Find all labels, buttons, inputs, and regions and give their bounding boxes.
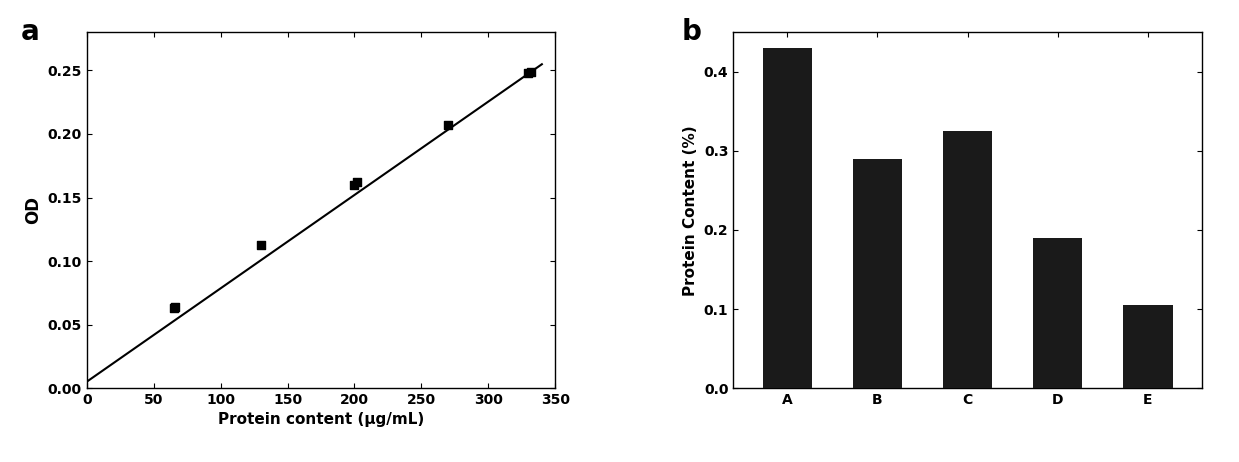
Point <box>347 179 367 186</box>
Point <box>165 303 185 310</box>
X-axis label: Protein content (μg/mL): Protein content (μg/mL) <box>218 413 424 427</box>
Bar <box>1033 238 1083 388</box>
Point <box>439 122 458 129</box>
Bar <box>852 159 902 388</box>
Y-axis label: OD: OD <box>24 196 42 224</box>
Point <box>519 69 539 77</box>
Bar <box>762 48 812 388</box>
Point <box>250 241 270 248</box>
Bar <box>943 131 992 388</box>
Y-axis label: Protein Content (%): Protein Content (%) <box>683 125 699 296</box>
Point <box>164 304 183 312</box>
Point <box>344 181 364 188</box>
Point <box>522 68 541 75</box>
Text: b: b <box>681 18 701 46</box>
Text: a: a <box>21 18 40 46</box>
Bar <box>1123 305 1172 388</box>
